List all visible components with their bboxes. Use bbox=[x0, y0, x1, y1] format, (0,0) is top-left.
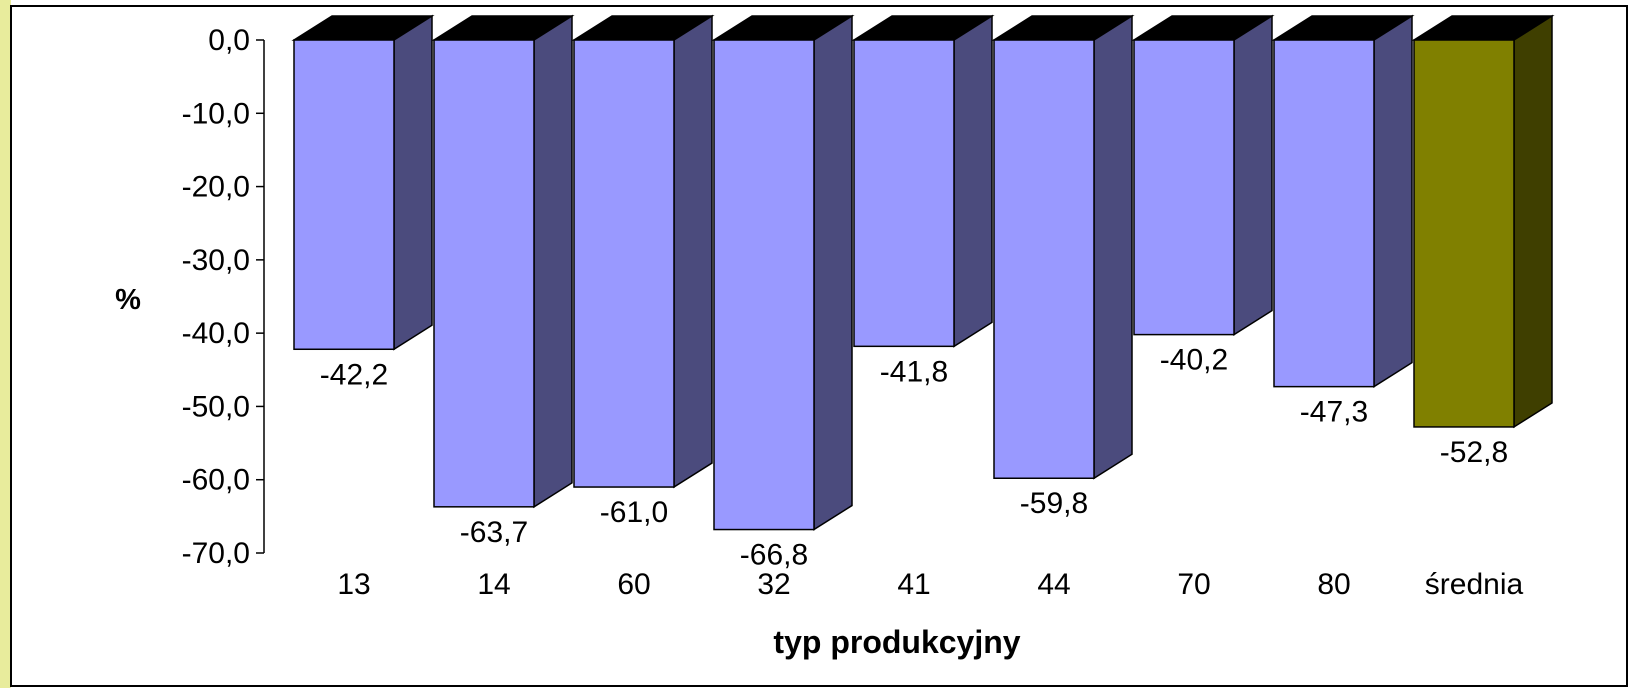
bar-front-face bbox=[713, 39, 815, 531]
bars-group: -42,2 -63,7 -61,0 -66,8 -41,8 -59,8 -40,2 -47,3… bbox=[291, 14, 1555, 572]
x-axis-title: typ produkcyjny bbox=[773, 624, 1020, 660]
data-label: -52,8 bbox=[1440, 436, 1508, 469]
y-tick-label: -70,0 bbox=[182, 537, 250, 570]
x-tick-label: 44 bbox=[1037, 568, 1070, 601]
y-tick-label: -10,0 bbox=[182, 97, 250, 130]
bar-side-face bbox=[813, 14, 853, 531]
bar-side-face bbox=[533, 14, 573, 509]
x-tick-label: 70 bbox=[1177, 568, 1210, 601]
bar-front-face bbox=[1133, 39, 1235, 336]
y-tick-label: -30,0 bbox=[182, 244, 250, 277]
bar bbox=[431, 14, 575, 509]
x-tick-label: 32 bbox=[757, 568, 790, 601]
bar-side-face bbox=[1373, 14, 1413, 389]
data-label: -61,0 bbox=[600, 496, 668, 529]
bar-front-face bbox=[293, 39, 395, 351]
x-tick-label: 14 bbox=[477, 568, 510, 601]
y-tick-label: -50,0 bbox=[182, 390, 250, 423]
bar-front-face bbox=[993, 39, 1095, 479]
bar-side-face bbox=[1513, 14, 1553, 429]
bar-side-face bbox=[393, 14, 433, 351]
bar bbox=[991, 14, 1135, 480]
bar-front-face bbox=[433, 39, 535, 508]
data-label: -42,2 bbox=[320, 358, 388, 391]
bar-side-face bbox=[953, 14, 993, 348]
bar-side-face bbox=[673, 14, 713, 489]
y-tick-label: 0,0 bbox=[208, 24, 250, 57]
x-tick-label: 41 bbox=[897, 568, 930, 601]
data-label: -40,2 bbox=[1160, 344, 1228, 377]
bar bbox=[1131, 14, 1275, 336]
bar-side-face bbox=[1093, 14, 1133, 480]
x-tick-label: 60 bbox=[617, 568, 650, 601]
y-tick-label: -20,0 bbox=[182, 171, 250, 204]
bar bbox=[571, 14, 715, 489]
bar bbox=[291, 14, 435, 351]
data-label: -63,7 bbox=[460, 516, 528, 549]
left-accent-strip bbox=[0, 0, 11, 688]
bar-front-face bbox=[1273, 39, 1375, 388]
bar bbox=[711, 14, 855, 531]
bar bbox=[1411, 14, 1555, 429]
bar bbox=[851, 14, 995, 348]
data-label: -41,8 bbox=[880, 355, 948, 388]
x-tick-label: średnia bbox=[1425, 568, 1524, 601]
x-tick-label: 13 bbox=[337, 568, 370, 601]
y-tick-label: -40,0 bbox=[182, 317, 250, 350]
bar-side-face bbox=[1233, 14, 1273, 336]
data-label: -66,8 bbox=[740, 539, 808, 572]
y-axis-title: % bbox=[115, 284, 141, 316]
data-label: -59,8 bbox=[1020, 487, 1088, 520]
bar-front-face bbox=[853, 39, 955, 348]
y-axis-ticks: 0,0 -10,0 -20,0 -30,0 -40,0 -50,0 -60,0 -70,0 bbox=[182, 24, 264, 570]
bar-front-face bbox=[1413, 39, 1515, 428]
bar bbox=[1271, 14, 1415, 389]
x-tick-label: 80 bbox=[1317, 568, 1350, 601]
bar-front-face bbox=[573, 39, 675, 488]
x-axis-ticks: 13 14 60 32 41 44 70 80 średnia bbox=[337, 568, 1523, 601]
y-tick-label: -60,0 bbox=[182, 464, 250, 497]
data-label: -47,3 bbox=[1300, 396, 1368, 429]
